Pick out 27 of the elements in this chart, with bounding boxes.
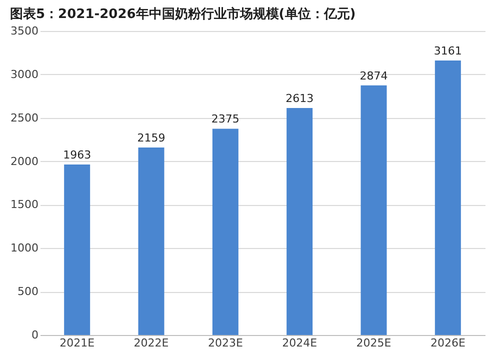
- bar: [286, 108, 313, 335]
- y-tick-label: 1000: [10, 242, 38, 255]
- x-tick-label: 2025E: [356, 336, 392, 350]
- y-tick-label: 2000: [10, 154, 38, 168]
- x-tick-label: 2021E: [60, 336, 95, 350]
- bar: [138, 147, 164, 335]
- data-label: 3161: [434, 44, 462, 58]
- x-tick-label: 2022E: [134, 336, 169, 350]
- y-tick-label: 1500: [10, 198, 38, 212]
- bar: [212, 128, 238, 335]
- y-tick-label: 2500: [10, 111, 38, 124]
- y-tick-label: 3500: [10, 24, 38, 38]
- y-tick-label: 3000: [10, 68, 38, 81]
- bar: [434, 60, 461, 335]
- x-tick-label: 2024E: [282, 336, 318, 350]
- bar: [360, 85, 387, 335]
- y-tick-label: 500: [18, 285, 38, 298]
- bar: [64, 164, 90, 335]
- data-label: 2375: [211, 112, 240, 126]
- data-label: 2159: [137, 131, 166, 144]
- x-tick-label: 2023E: [208, 336, 243, 350]
- data-label: 2613: [286, 92, 314, 106]
- chart-title: 图表5：2021-2026年中国奶粉行业市场规模(单位：亿元): [10, 6, 356, 22]
- y-tick-label: 0: [32, 328, 38, 342]
- data-label: 2874: [360, 69, 388, 82]
- x-tick-label: 2026E: [430, 336, 466, 350]
- data-label: 1963: [63, 148, 92, 162]
